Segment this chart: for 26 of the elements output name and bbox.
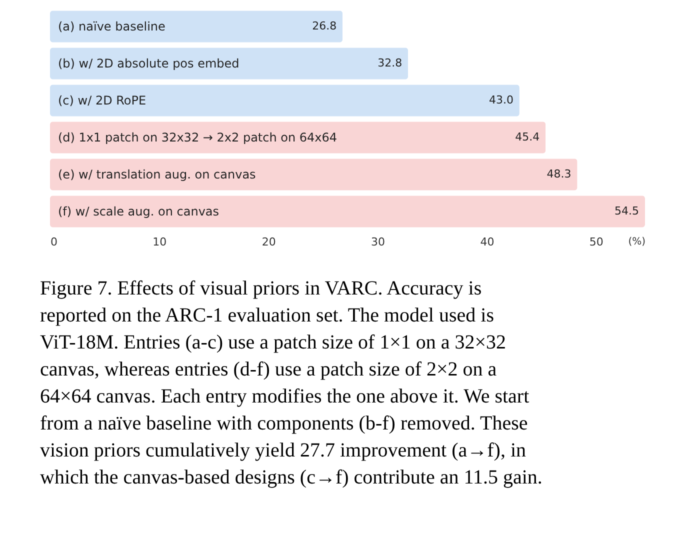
caption: Figure 7. Effects of visual priors in VARC. Accuracy is reported on the ARC-1 evaluation set. The model used is ViT-18M. Entries (a-c) use a patch size of 1×1 on a 32×32 canvas, whereas entries (d-f) use a patch size of 2×2 on a 64×64 canvas. Each entry modifies the one above it. We start from a naïve baseline with components (b-f) removed. These vision priors cumulatively yield 27.7 improvement (a→f), in which the canvas-based designs (c→f) contribute an 11.5 gain. xyxy=(40,278,542,488)
y-tick-label: (a) naïve baseline xyxy=(58,20,166,34)
data-label: 54.5 xyxy=(614,204,639,218)
x-tick-label: 30 xyxy=(371,236,386,248)
y-tick-label: (f) w/ scale aug. on canvas xyxy=(58,204,220,218)
data-label: 26.8 xyxy=(312,20,337,32)
x-tick-label: 0 xyxy=(50,236,58,248)
bar xyxy=(50,122,546,154)
x-tick-label: 20 xyxy=(262,236,276,248)
x-axis-title: (%) xyxy=(628,236,646,248)
bar xyxy=(50,84,520,116)
bar xyxy=(50,196,645,228)
data-label: 43.0 xyxy=(488,94,514,106)
y-tick-label: (b) w/ 2D absolute pos embed xyxy=(58,56,240,70)
bar xyxy=(50,158,578,190)
x-tick-label: 40 xyxy=(480,236,494,248)
data-label: 32.8 xyxy=(378,56,402,70)
y-tick-label: (c) w/ 2D RoPE xyxy=(58,94,146,108)
y-tick-label: (e) w/ translation aug. on canvas xyxy=(58,168,256,182)
bar xyxy=(50,48,408,80)
x-tick-label: 10 xyxy=(152,236,167,248)
y-tick-label: (d) 1x1 patch on 32x32 → 2x2 patch on 64x64 xyxy=(58,130,338,144)
x-tick-label: 50 xyxy=(589,236,604,248)
data-label: 45.4 xyxy=(515,130,540,144)
bar xyxy=(50,10,343,42)
data-label: 48.3 xyxy=(546,168,572,180)
